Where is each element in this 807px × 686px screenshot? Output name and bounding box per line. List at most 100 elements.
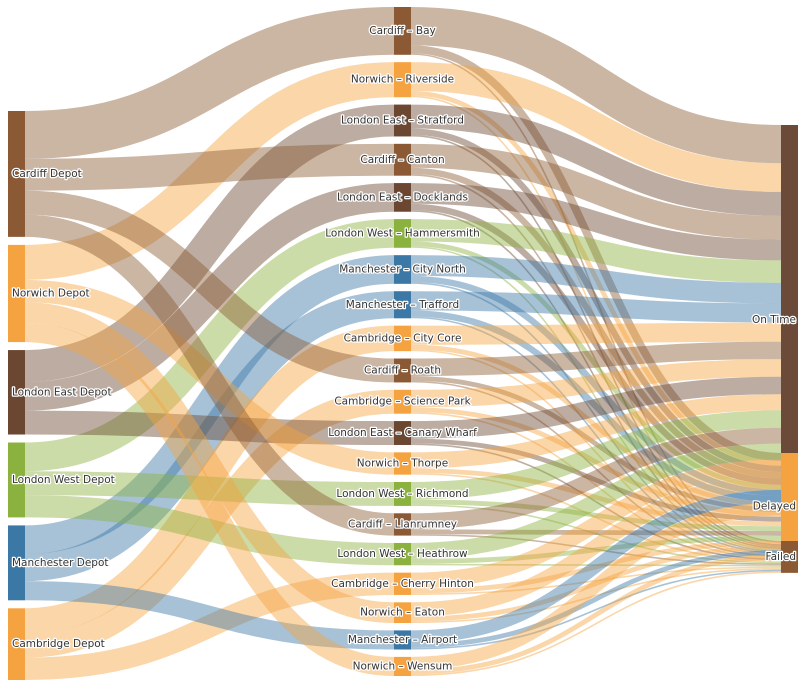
- label-manchester-city-north: Manchester – City North: [339, 264, 466, 276]
- link-norwich-wensum-to-delayed: [410, 554, 782, 675]
- link-london-west-heathrow-to-on-time: [410, 443, 782, 559]
- link-norwich-thorpe-to-on-time: [410, 394, 782, 469]
- node-london-west-depot[interactable]: [8, 442, 25, 518]
- node-norwich-wensum[interactable]: [394, 656, 411, 676]
- label-cardiff-roath: Cardiff – Roath: [364, 364, 441, 376]
- link-cardiff-roath-to-on-time: [410, 341, 782, 377]
- link-norwich-eaton-to-on-time: [410, 475, 782, 617]
- node-cardiff-llanrumney[interactable]: [394, 513, 411, 536]
- link-norwich-riverside-to-on-time: [410, 62, 782, 192]
- node-cardiff-canton[interactable]: [394, 143, 411, 176]
- node-cambridge-science-park[interactable]: [394, 389, 411, 414]
- node-cardiff-depot[interactable]: [8, 111, 25, 237]
- label-cambridge-science-park: Cambridge – Science Park: [334, 396, 471, 408]
- label-manchester-trafford: Manchester – Trafford: [346, 299, 459, 311]
- node-cambridge-city-core[interactable]: [394, 325, 411, 352]
- link-manchester-city-north-to-delayed: [410, 275, 782, 497]
- label-london-west-richmond: London West – Richmond: [336, 488, 468, 500]
- node-manchester-city-north[interactable]: [394, 255, 411, 284]
- link-norwich-eaton-to-failed: [410, 568, 782, 624]
- link-norwich-thorpe-to-delayed: [410, 468, 782, 527]
- link-manchester-airport-to-on-time: [410, 489, 782, 644]
- link-cardiff-bay-to-on-time: [410, 7, 782, 164]
- label-london-east-canary-wharf: London East – Canary Wharf: [328, 427, 477, 439]
- node-london-west-hammersmith[interactable]: [394, 219, 411, 248]
- node-london-east-canary-wharf[interactable]: [394, 421, 411, 445]
- link-cambridge-depot-to-cambridge-science-park: [24, 389, 395, 658]
- node-cambridge-cherry-hinton[interactable]: [394, 572, 411, 595]
- label-london-east-stratford: London East – Stratford: [341, 115, 464, 127]
- link-london-east-depot-to-london-east-docklands: [24, 183, 395, 411]
- label-cambridge-depot: Cambridge Depot: [12, 638, 105, 650]
- link-london-west-depot-to-london-west-hammersmith: [24, 219, 395, 472]
- node-london-east-depot[interactable]: [8, 350, 25, 435]
- link-london-east-docklands-to-delayed: [410, 203, 782, 485]
- label-cambridge-cherry-hinton: Cambridge – Cherry Hinton: [331, 578, 474, 590]
- link-norwich-wensum-to-failed: [410, 571, 782, 676]
- link-manchester-depot-to-manchester-city-north: [24, 255, 395, 555]
- link-norwich-depot-to-norwich-wensum: [24, 322, 395, 677]
- label-norwich-thorpe: Norwich – Thorpe: [357, 457, 448, 469]
- node-norwich-depot[interactable]: [8, 244, 25, 343]
- node-london-west-richmond[interactable]: [394, 482, 411, 506]
- label-failed: Failed: [766, 551, 796, 563]
- node-cardiff-roath[interactable]: [394, 358, 411, 383]
- node-cardiff-bay[interactable]: [394, 7, 411, 55]
- label-delayed: Delayed: [753, 500, 796, 512]
- link-cambridge-science-park-to-failed: [410, 412, 782, 559]
- node-london-east-stratford[interactable]: [394, 104, 411, 137]
- link-norwich-thorpe-to-failed: [410, 473, 782, 562]
- node-manchester-airport[interactable]: [394, 630, 411, 650]
- label-london-west-hammersmith: London West – Hammersmith: [325, 227, 480, 239]
- link-cambridge-city-core-to-on-time: [410, 322, 782, 345]
- link-london-west-heathrow-to-delayed: [410, 535, 782, 564]
- label-on-time: On Time: [752, 314, 796, 326]
- link-london-east-depot-to-london-east-canary-wharf: [24, 410, 395, 445]
- node-london-east-docklands[interactable]: [394, 183, 411, 212]
- link-london-east-canary-wharf-to-delayed: [410, 438, 782, 522]
- link-norwich-eaton-to-delayed: [410, 545, 782, 622]
- link-norwich-depot-to-norwich-eaton: [24, 302, 395, 624]
- link-manchester-city-north-to-failed: [410, 282, 782, 553]
- link-cardiff-llanrumney-to-on-time: [410, 427, 782, 530]
- node-manchester-depot[interactable]: [8, 525, 25, 601]
- link-norwich-riverside-to-failed: [410, 95, 782, 545]
- link-manchester-depot-to-manchester-airport: [24, 581, 395, 650]
- link-cardiff-canton-to-delayed: [410, 167, 782, 479]
- label-norwich-depot: Norwich Depot: [12, 287, 90, 299]
- link-cardiff-llanrumney-to-delayed: [410, 529, 782, 536]
- link-cambridge-city-core-to-delayed: [410, 344, 782, 508]
- link-manchester-depot-to-manchester-trafford: [24, 291, 395, 582]
- link-cambridge-city-core-to-failed: [410, 349, 782, 556]
- node-norwich-riverside[interactable]: [394, 62, 411, 98]
- node-manchester-trafford[interactable]: [394, 291, 411, 319]
- link-cardiff-depot-to-cardiff-bay: [24, 7, 395, 159]
- label-cardiff-depot: Cardiff Depot: [12, 168, 82, 180]
- link-cardiff-bay-to-failed: [410, 53, 782, 543]
- link-cambridge-science-park-to-on-time: [410, 359, 782, 408]
- node-norwich-thorpe[interactable]: [394, 452, 411, 475]
- label-manchester-depot: Manchester Depot: [12, 557, 109, 569]
- link-cardiff-llanrumney-to-failed: [410, 533, 782, 565]
- label-cardiff-canton: Cardiff – Canton: [360, 154, 444, 166]
- link-cardiff-canton-to-failed: [410, 174, 782, 548]
- link-cardiff-depot-to-cardiff-canton: [24, 143, 395, 191]
- label-manchester-airport: Manchester – Airport: [348, 634, 457, 646]
- link-london-west-richmond-to-delayed: [410, 499, 782, 532]
- link-manchester-airport-to-delayed: [410, 550, 782, 648]
- link-cambridge-depot-to-cambridge-cherry-hinton: [24, 572, 395, 680]
- link-london-east-stratford-to-failed: [410, 134, 782, 546]
- node-failed[interactable]: [781, 541, 798, 573]
- label-london-west-heathrow: London West – Heathrow: [337, 548, 468, 560]
- link-london-west-hammersmith-to-on-time: [410, 219, 782, 283]
- link-manchester-trafford-to-failed: [410, 316, 782, 554]
- node-on-time[interactable]: [781, 125, 798, 516]
- node-delayed[interactable]: [781, 453, 798, 560]
- label-cambridge-city-core: Cambridge – City Core: [344, 332, 462, 344]
- link-manchester-airport-to-failed: [410, 569, 782, 650]
- link-cardiff-depot-to-cardiff-roath: [24, 190, 395, 383]
- link-norwich-depot-to-norwich-thorpe: [24, 279, 395, 475]
- node-norwich-eaton[interactable]: [394, 602, 411, 624]
- node-cambridge-depot[interactable]: [8, 608, 25, 680]
- node-london-west-heathrow[interactable]: [394, 542, 411, 566]
